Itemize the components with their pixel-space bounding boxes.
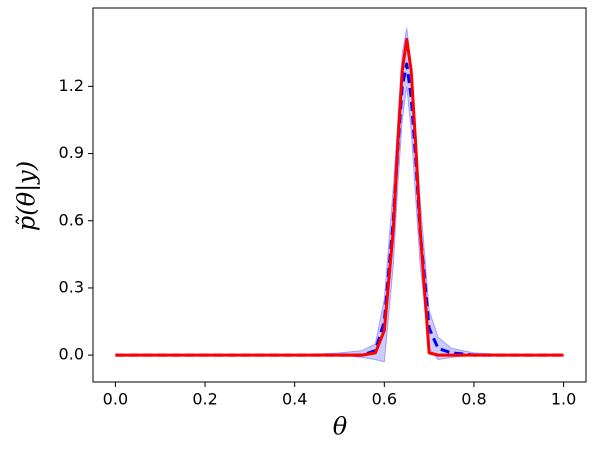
x-tick-label: 1.0 — [551, 390, 576, 409]
y-axis-label: p̃(θ|y) — [13, 161, 42, 231]
plot-frame — [92, 7, 587, 383]
x-tick-label: 0.2 — [192, 390, 217, 409]
x-axis-label: θ — [333, 413, 348, 441]
y-tick-label: 0.0 — [59, 345, 84, 364]
series-line — [115, 62, 564, 357]
y-tick-label: 1.2 — [59, 76, 84, 95]
x-tick-label: 0.6 — [372, 390, 397, 409]
uncertainty-band — [115, 28, 564, 363]
x-tick-label: 0.4 — [282, 390, 307, 409]
y-tick-label: 0.3 — [59, 277, 84, 296]
x-tick-label: 0.0 — [103, 390, 128, 409]
y-tick-label: 0.6 — [59, 210, 84, 229]
series-line — [115, 37, 564, 357]
y-tick-label: 0.9 — [59, 143, 84, 162]
x-tick-label: 0.8 — [461, 390, 486, 409]
